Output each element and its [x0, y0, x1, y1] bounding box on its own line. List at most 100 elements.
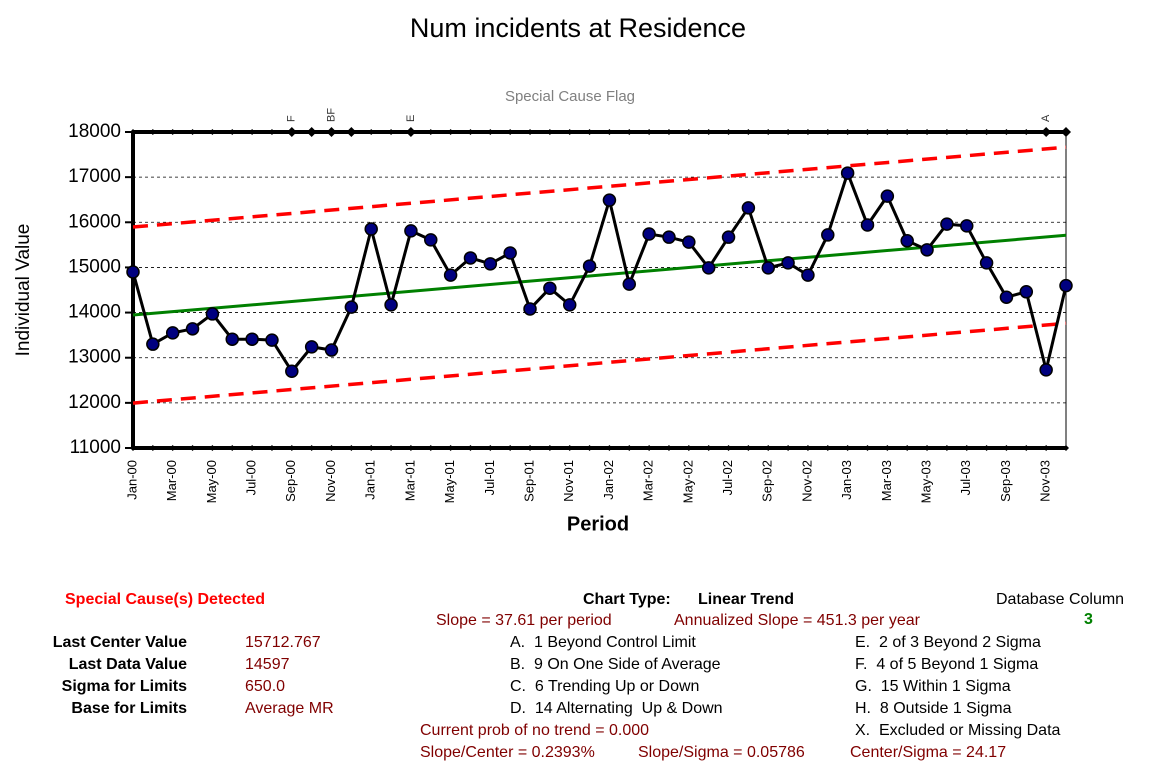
y-tick-label: 12000 — [68, 392, 121, 413]
axis-diamond — [189, 129, 196, 135]
axis-diamond — [725, 445, 732, 451]
axis-diamond — [249, 445, 256, 451]
slope-center: Slope/Center = 0.2393% — [420, 744, 595, 761]
x-tick-label: Sep-00 — [283, 460, 298, 502]
x-tick-label: Nov-01 — [561, 460, 576, 502]
data-point — [503, 246, 517, 260]
axis-diamond — [467, 445, 474, 451]
axis-diamond — [1023, 129, 1030, 135]
y-tick-label: 18000 — [68, 121, 121, 142]
data-point — [245, 332, 259, 346]
axis-diamond — [467, 129, 474, 135]
data-point — [642, 227, 656, 241]
axis-diamond — [527, 445, 534, 451]
axis-diamond — [189, 445, 196, 451]
y-tick-label: 17000 — [68, 166, 121, 187]
stat-value: 14597 — [245, 656, 290, 673]
data-point — [1059, 278, 1073, 293]
axis-diamond — [884, 445, 891, 451]
axis-diamond — [904, 445, 911, 451]
axis-diamond — [249, 129, 256, 135]
data-point — [146, 337, 160, 351]
axis-diamond — [368, 445, 375, 451]
axis-diamond — [646, 129, 653, 135]
data-point — [900, 234, 914, 248]
axis-diamond — [169, 445, 176, 451]
axis-diamond — [924, 129, 931, 135]
slope-sigma: Slope/Sigma = 0.05786 — [638, 744, 805, 761]
data-point — [1039, 363, 1053, 377]
axis-diamond — [943, 445, 950, 451]
axis-diamond — [904, 129, 911, 135]
axis-diamond — [149, 129, 156, 135]
data-point — [801, 268, 815, 282]
axis-diamond — [288, 445, 295, 451]
data-point — [701, 261, 716, 275]
axis-diamond — [487, 445, 494, 451]
center-line — [132, 233, 1067, 317]
x-tick-label: Mar-01 — [402, 460, 417, 501]
axis-diamond — [507, 445, 514, 451]
data-point — [622, 277, 637, 291]
flag-marker — [1041, 127, 1052, 137]
axis-diamond — [1003, 445, 1010, 451]
data-point — [761, 261, 775, 275]
axis-diamond — [824, 445, 831, 451]
axis-diamond — [626, 445, 633, 451]
flag-label: BF — [325, 108, 337, 122]
x-tick-label: May-00 — [204, 460, 219, 503]
data-point — [940, 217, 954, 231]
special-cause: Special Cause(s) Detected — [65, 591, 266, 608]
data-point — [821, 228, 835, 242]
axis-diamond — [943, 129, 950, 135]
data-point — [424, 233, 438, 247]
flag-marker — [405, 127, 416, 137]
axis-diamond — [130, 445, 136, 451]
x-tick-label: Jan-01 — [363, 460, 378, 500]
axis-diamond — [705, 445, 712, 451]
axis-diamond — [884, 129, 891, 135]
axis-diamond — [308, 445, 315, 451]
axis-diamond — [546, 129, 553, 135]
data-point — [165, 326, 180, 340]
y-tick-label: 13000 — [68, 347, 121, 368]
data-point — [324, 343, 339, 357]
axis-diamond — [685, 445, 692, 451]
axis-diamond — [844, 445, 851, 451]
flag-label: F — [286, 115, 298, 122]
chart-subtitle: Special Cause Flag — [505, 88, 635, 105]
axis-diamond — [1023, 445, 1030, 451]
x-tick-label: Mar-00 — [164, 460, 179, 501]
stat-label: Last Data Value — [68, 656, 187, 673]
lower-control-limit — [132, 321, 1067, 405]
x-tick-label: Jan-03 — [839, 460, 854, 500]
axis-diamond — [765, 445, 772, 451]
y-tick-label: 11000 — [70, 437, 121, 458]
axis-diamond — [149, 445, 156, 451]
axis-diamond — [586, 445, 593, 451]
x-tick-label: Sep-02 — [760, 460, 775, 502]
axis-diamond — [268, 129, 275, 135]
data-point — [225, 332, 240, 346]
axis-diamond — [685, 129, 692, 135]
axis-diamond — [348, 445, 355, 451]
x-tick-label: Mar-03 — [879, 460, 894, 501]
data-point — [364, 222, 378, 236]
axis-diamond — [209, 129, 216, 135]
data-point — [741, 201, 756, 215]
data-point — [662, 230, 676, 244]
chart: Num incidents at Residence Special Cause… — [13, 13, 1073, 535]
x-tick-label: May-02 — [680, 460, 695, 503]
data-point — [543, 281, 557, 295]
flag-marker — [1061, 127, 1071, 137]
data-point — [463, 251, 478, 265]
rule: C. 6 Trending Up or Down — [510, 678, 700, 695]
axis-diamond — [130, 129, 136, 135]
x-tick-label: Jul-03 — [958, 460, 973, 495]
rule: E. 2 of 3 Beyond 2 Sigma — [855, 634, 1041, 651]
data-point — [999, 290, 1014, 304]
axis-diamond — [229, 129, 236, 135]
axis-diamond — [566, 129, 573, 135]
x-tick-label: Jan-00 — [124, 460, 139, 500]
axis-diamond — [765, 129, 772, 135]
